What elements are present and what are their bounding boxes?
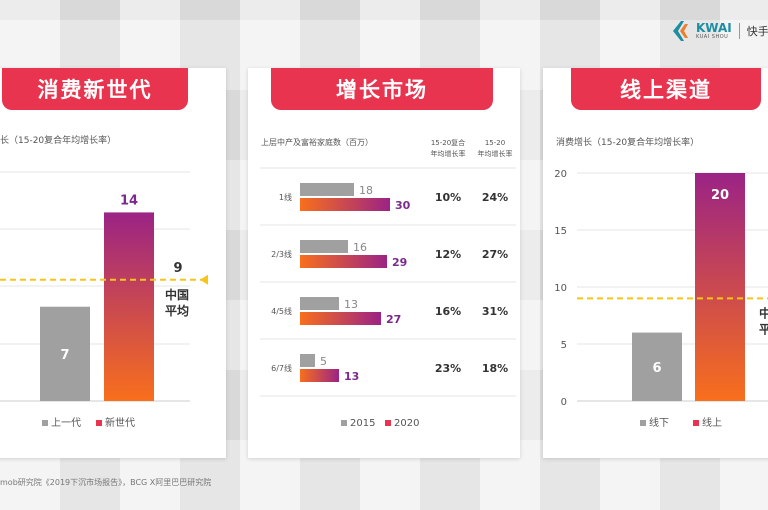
legend-item-label: 2015 [350, 418, 375, 429]
logo-divider [738, 23, 740, 39]
column-header: 年均增长率 [478, 149, 513, 158]
data-label-2015: 5 [320, 355, 327, 368]
data-label-2015: 13 [344, 298, 358, 311]
source-footnote: mob研究院《2019下沉市场报告》，BCG X阿里巴巴研究院 [0, 478, 212, 487]
category-label: 2/3线 [271, 249, 292, 259]
legend-item-swatch [42, 420, 48, 426]
logo-text: KWAI [696, 20, 732, 35]
data-label: 7 [60, 348, 69, 363]
y-tick-label: 5 [561, 340, 567, 351]
column-header: 15-20 [485, 139, 505, 147]
chart-online-channel: 消费增长（15-20复合年均增长率） 0 5 10 15 20 6 20 中国平均线下 线上 [554, 136, 768, 429]
panel-online-channel: 线上渠道 消费增长（15-20复合年均增长率） 0 5 10 15 20 6 20 中国平均线下… [543, 68, 768, 458]
category-label: 4/5线 [271, 306, 292, 316]
bar-线上 [695, 173, 745, 401]
chart-growth-market: 上层中产及富裕家庭数（百万） 15-20复合年均增长率15-20年均增长率1线18… [260, 137, 516, 429]
chart-subtitle: 消费增长（15-20复合年均增长率） [556, 136, 699, 148]
legend-item-swatch [341, 420, 347, 426]
table-cell: 27% [482, 248, 508, 261]
table-cell: 24% [482, 191, 508, 204]
column-header: 15-20复合 [431, 138, 465, 147]
table-cell: 16% [435, 305, 461, 318]
y-tick-label: 15 [554, 226, 567, 237]
average-label: 平均 [759, 321, 768, 336]
bar-2015 [300, 183, 354, 196]
y-tick-label: 10 [554, 283, 567, 294]
panel-title: 线上渠道 [571, 68, 761, 110]
bar-2015 [300, 297, 339, 310]
data-label-2020: 27 [386, 313, 401, 326]
bar-2020 [300, 198, 390, 211]
bar-2020 [300, 369, 339, 382]
data-label-2015: 18 [359, 184, 373, 197]
average-label: 平均 [165, 303, 189, 318]
table-cell: 31% [482, 305, 508, 318]
table-cell: 18% [482, 362, 508, 375]
legend-item-label: 线下 [649, 416, 669, 429]
average-label: 中国 [759, 305, 768, 320]
table-cell: 23% [435, 362, 461, 375]
data-label-2015: 16 [353, 241, 367, 254]
legend-item-swatch [640, 420, 646, 426]
column-header: 年均增长率 [431, 149, 466, 158]
panel-title: 增长市场 [271, 68, 493, 110]
legend-item-label: 新世代 [105, 416, 135, 429]
legend-item-label: 2020 [394, 418, 419, 429]
category-label: 6/7线 [271, 363, 292, 373]
bar-2020 [300, 312, 381, 325]
legend-item-label: 上一代 [51, 417, 81, 429]
legend-item-swatch [96, 420, 102, 426]
panel-new-generation: 消费新世代 长（15-20复合年均增长率） 7 14 9 中国 平均上一代 新世代 [0, 68, 226, 458]
panel-title: 消费新世代 [2, 68, 188, 110]
chart-subtitle: 长（15-20复合年均增长率） [0, 134, 116, 146]
bar-2015 [300, 240, 348, 253]
data-label: 6 [652, 361, 661, 376]
logo-subtext: KUAI SHOU [696, 33, 729, 40]
table-cell: 10% [435, 191, 461, 204]
bar-2015 [300, 354, 315, 367]
kwai-logo-icon [673, 21, 688, 41]
bar-上一代 [40, 306, 90, 401]
y-tick-label: 20 [554, 169, 567, 180]
bar-线下 [632, 332, 682, 401]
data-label-2020: 30 [395, 199, 411, 212]
category-label: 1线 [279, 192, 292, 202]
data-label-2020: 13 [344, 370, 359, 383]
average-label: 中国 [165, 287, 189, 302]
average-value: 9 [173, 261, 182, 276]
panel-growth-market: 增长市场 上层中产及富裕家庭数（百万） 15-20复合 年均增长率 15-20 年均增长… [248, 68, 520, 458]
bar-新世代 [104, 212, 154, 401]
data-label: 20 [711, 188, 729, 203]
brand-logo: KWAI KUAI SHOU 快手营 [670, 18, 768, 44]
legend-item-swatch [693, 420, 699, 426]
legend-item-swatch [385, 420, 391, 426]
average-arrow [200, 274, 208, 285]
logo-cn-text: 快手营 [746, 25, 768, 38]
bar-2020 [300, 255, 387, 268]
table-cell: 12% [435, 248, 461, 261]
chart-subtitle: 上层中产及富裕家庭数（百万） [261, 137, 373, 147]
legend-item-label: 线上 [702, 416, 722, 429]
data-label-2020: 29 [392, 256, 407, 269]
data-label: 14 [120, 193, 138, 208]
y-tick-label: 0 [561, 397, 567, 408]
